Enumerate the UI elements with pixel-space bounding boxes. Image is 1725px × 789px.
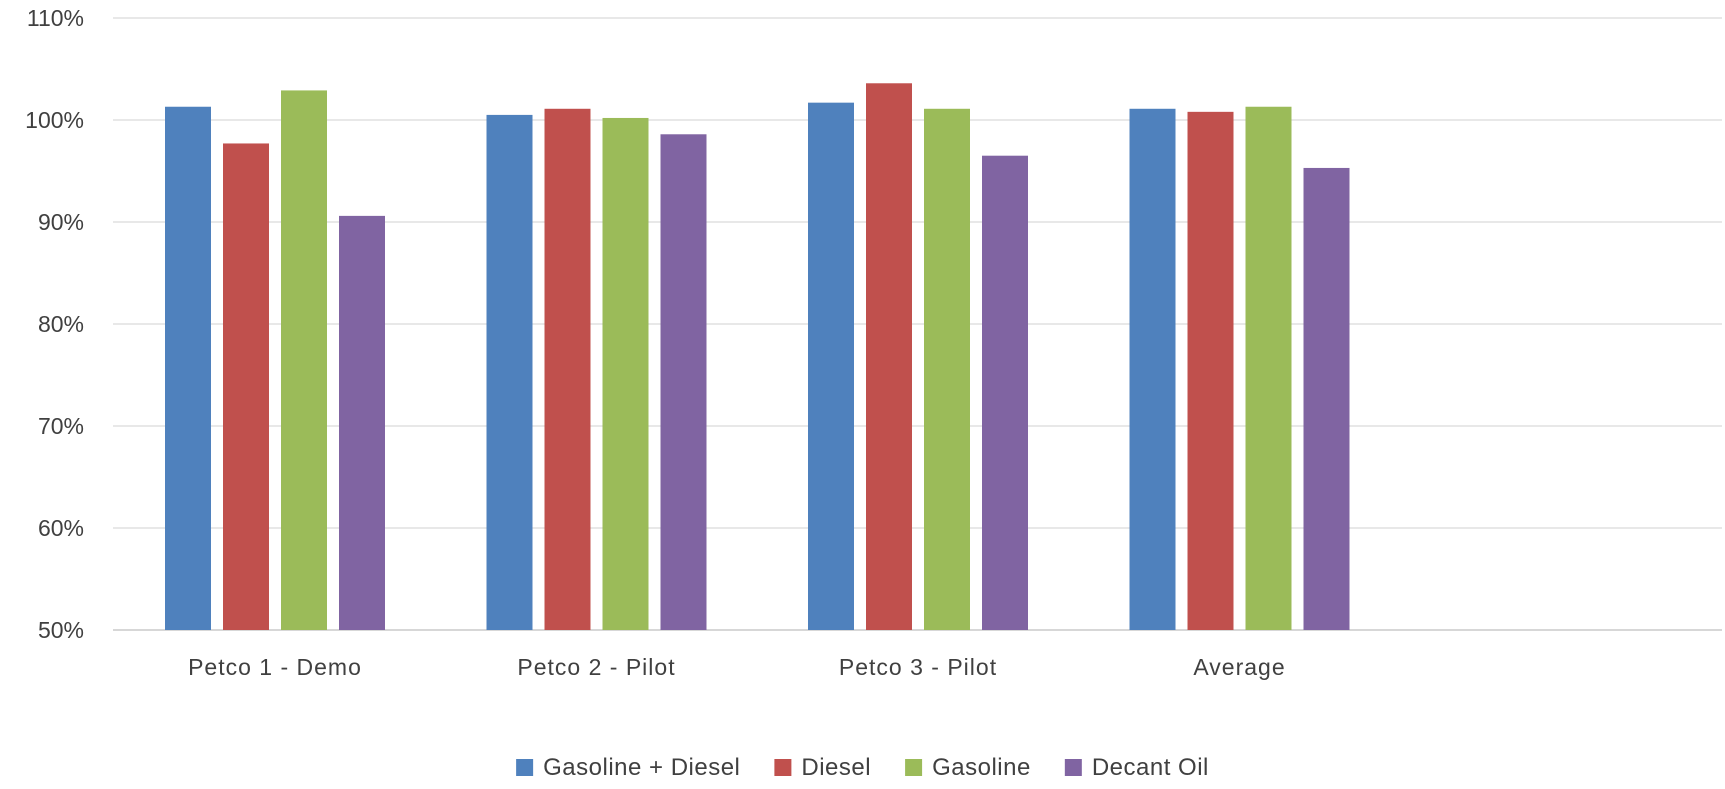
bar-diesel	[1188, 112, 1234, 630]
x-category-label: Average	[1193, 654, 1285, 680]
legend-item: Gasoline + Diesel	[516, 754, 740, 781]
bar-gasoline-diesel	[1130, 109, 1176, 630]
legend-swatch	[905, 759, 922, 776]
x-axis-category-labels: Petco 1 - Demo Petco 2 - Pilot Petco 3 - P…	[188, 654, 1286, 680]
legend-label: Gasoline	[932, 754, 1031, 781]
bars	[165, 83, 1350, 630]
legend-item: Diesel	[774, 754, 871, 781]
legend-swatch	[1065, 759, 1082, 776]
y-tick-label: 60%	[38, 515, 84, 541]
bar-gasoline	[924, 109, 970, 630]
bar-gasoline-diesel	[165, 107, 211, 630]
bar-gasoline	[281, 90, 327, 630]
x-category-label: Petco 3 - Pilot	[839, 654, 997, 680]
legend-swatch	[516, 759, 533, 776]
legend-item: Decant Oil	[1065, 754, 1209, 781]
legend-item: Gasoline	[905, 754, 1031, 781]
legend-label: Diesel	[801, 754, 871, 781]
legend-swatch	[774, 759, 791, 776]
legend-label: Decant Oil	[1092, 754, 1209, 781]
bar-gasoline	[603, 118, 649, 630]
y-tick-label: 80%	[38, 311, 84, 337]
bar-decant-oil	[339, 216, 385, 630]
x-category-label: Petco 2 - Pilot	[517, 654, 675, 680]
y-tick-label: 50%	[38, 617, 84, 643]
bar-diesel	[223, 143, 269, 630]
bar-diesel	[545, 109, 591, 630]
y-tick-label: 110%	[27, 5, 84, 31]
bar-decant-oil	[1304, 168, 1350, 630]
x-category-label: Petco 1 - Demo	[188, 654, 362, 680]
y-tick-label: 100%	[25, 107, 84, 133]
y-axis-tick-labels: 50% 60% 70% 80% 90% 100% 110%	[25, 5, 84, 643]
bar-gasoline	[1246, 107, 1292, 630]
bar-diesel	[866, 83, 912, 630]
y-tick-label: 90%	[38, 209, 84, 235]
legend-label: Gasoline + Diesel	[543, 754, 740, 781]
legend: Gasoline + Diesel Diesel Gasoline Decant Oi…	[516, 754, 1209, 781]
bar-gasoline-diesel	[808, 103, 854, 630]
y-tick-label: 70%	[38, 413, 84, 439]
bar-decant-oil	[661, 134, 707, 630]
bar-decant-oil	[982, 156, 1028, 630]
bar-gasoline-diesel	[487, 115, 533, 630]
